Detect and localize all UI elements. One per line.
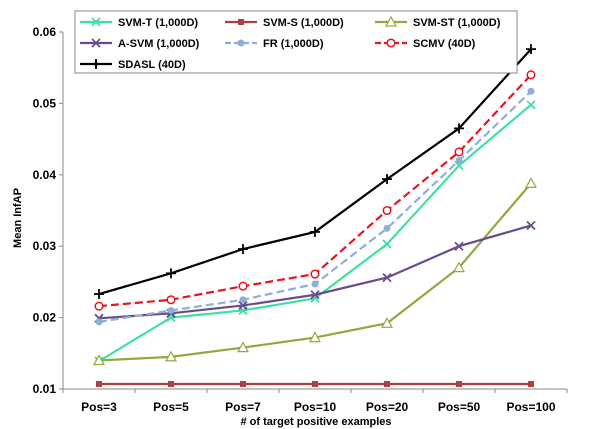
y-tick-label: 0.04 xyxy=(33,168,57,182)
y-tick-label: 0.03 xyxy=(33,239,57,253)
data-point xyxy=(308,331,322,343)
legend-item: SCMV (40D) xyxy=(375,38,476,50)
data-point xyxy=(526,44,536,55)
legend-item: SVM-T (1,000D) xyxy=(80,17,198,29)
legend-marker xyxy=(91,59,101,69)
data-point xyxy=(238,281,248,291)
series-layer xyxy=(92,44,538,388)
y-axis-label: Mean InfAP xyxy=(12,188,24,248)
series-6 xyxy=(94,44,536,300)
data-point xyxy=(526,100,536,110)
legend-item: A-SVM (1,000D) xyxy=(80,38,200,50)
data-point xyxy=(92,354,106,366)
legend-label: SCMV (40D) xyxy=(413,38,476,50)
data-point xyxy=(526,70,536,80)
legend-label: SDASL (40D) xyxy=(118,59,186,71)
x-tick-labels: Pos=3 Pos=5 Pos=7 Pos=10 Pos=20 Pos=50 Pos=100 xyxy=(62,389,568,414)
data-point xyxy=(95,318,103,326)
data-point xyxy=(382,272,392,283)
legend-label: FR (1,000D) xyxy=(263,38,324,50)
data-point xyxy=(167,306,175,314)
data-point xyxy=(94,289,104,300)
data-point xyxy=(310,290,320,300)
data-point xyxy=(238,300,248,311)
legend-label: A-SVM (1,000D) xyxy=(118,38,200,50)
legend-marker xyxy=(386,38,396,48)
x-tick-label: Pos=20 xyxy=(366,400,409,414)
data-point xyxy=(452,261,466,273)
data-point xyxy=(524,177,538,188)
data-point xyxy=(455,157,463,165)
data-point xyxy=(526,220,536,231)
x-tick-label: Pos=50 xyxy=(438,400,481,414)
data-point xyxy=(384,381,390,388)
legend-label: SVM-S (1,000D) xyxy=(263,17,344,29)
data-point xyxy=(454,241,464,251)
data-point xyxy=(528,381,534,388)
data-point xyxy=(454,160,464,171)
y-tick-label: 0.02 xyxy=(33,311,57,325)
legend-box xyxy=(74,10,518,74)
series-1 xyxy=(96,381,534,388)
data-point xyxy=(456,381,462,388)
legend-label: SVM-ST (1,000D) xyxy=(413,17,501,29)
series-5 xyxy=(94,70,536,311)
y-tick-labels: 0.01 0.02 0.03 0.04 0.05 0.06 xyxy=(33,25,63,396)
axes xyxy=(62,32,567,390)
data-point xyxy=(166,268,176,279)
data-point xyxy=(310,226,320,237)
data-point xyxy=(168,381,174,388)
data-point xyxy=(311,280,319,288)
x-axis-label: # of target positive examples xyxy=(241,416,392,428)
legend-marker xyxy=(237,39,245,47)
data-point xyxy=(312,381,318,388)
legend-marker xyxy=(91,17,101,27)
legend-item: FR (1,000D) xyxy=(225,38,324,50)
data-point xyxy=(527,87,535,95)
x-tick-label: Pos=3 xyxy=(81,400,117,414)
data-point xyxy=(96,381,102,388)
series-line xyxy=(98,48,532,296)
y-tick-label: 0.01 xyxy=(33,382,57,396)
data-point xyxy=(94,301,104,311)
legend-marker xyxy=(384,15,398,27)
y-tick-label: 0.05 xyxy=(33,96,57,110)
x-tick-label: Pos=10 xyxy=(294,400,337,414)
data-point xyxy=(239,296,247,304)
legend-item: SVM-S (1,000D) xyxy=(225,17,344,29)
data-point xyxy=(383,224,391,232)
data-point xyxy=(382,174,392,185)
data-point xyxy=(310,269,320,279)
data-point xyxy=(166,295,176,305)
data-point xyxy=(236,341,250,353)
data-point xyxy=(454,147,464,157)
legend: SVM-T (1,000D) SVM-S (1,000D) SVM-ST (1,00… xyxy=(74,10,518,74)
x-tick-label: Pos=5 xyxy=(153,400,189,414)
data-point xyxy=(164,350,178,362)
data-point xyxy=(382,205,392,216)
data-point xyxy=(238,244,248,255)
legend-label: SVM-T (1,000D) xyxy=(118,17,198,29)
legend-item: SVM-ST (1,000D) xyxy=(375,15,501,29)
series-4 xyxy=(95,87,535,326)
x-tick-label: Pos=100 xyxy=(506,400,555,414)
x-tick-label: Pos=7 xyxy=(225,400,261,414)
data-point xyxy=(382,239,392,249)
series-2 xyxy=(92,177,538,366)
data-point xyxy=(240,381,246,388)
legend-item: SDASL (40D) xyxy=(80,59,186,71)
data-point xyxy=(454,123,464,134)
legend-marker xyxy=(91,38,101,48)
y-tick-label: 0.06 xyxy=(33,25,57,39)
data-point xyxy=(380,317,394,328)
legend-marker xyxy=(238,19,244,25)
